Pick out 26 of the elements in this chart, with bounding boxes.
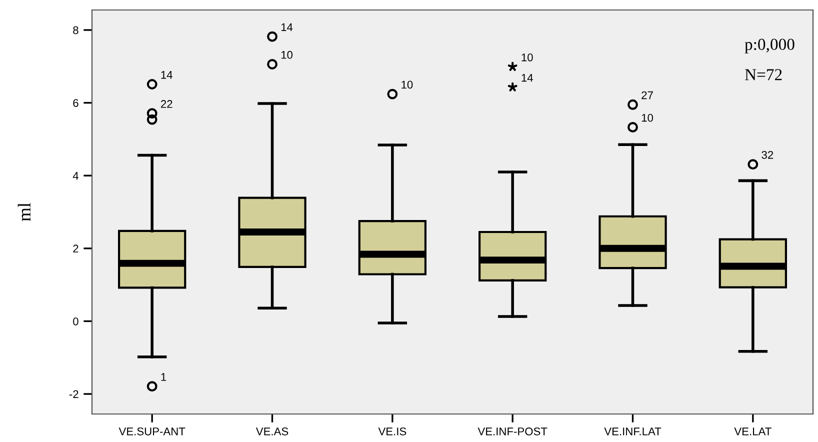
y-axis-title: ml <box>18 202 30 222</box>
annotation: 27 <box>642 91 653 100</box>
x-tick-label: VE.INF-POST <box>478 427 548 436</box>
annotation: 14 <box>161 71 172 79</box>
y-tick-label: 2 <box>73 244 78 252</box>
y-tick-label: 4 <box>72 172 78 180</box>
y-tick-label: 6 <box>73 99 78 107</box>
annotation: 1 <box>161 373 166 381</box>
x-tick-label: VE.AS <box>256 427 288 436</box>
x-tick-label: VE.SUP-ANT <box>118 427 186 436</box>
annotation: p:0,000 <box>744 38 794 54</box>
annotation: 10 <box>402 80 413 89</box>
annotation: 22 <box>160 100 172 108</box>
y-tick-label: 0 <box>73 317 78 326</box>
annotation: 10 <box>281 50 293 59</box>
x-tick-label: VE.INF.LAT <box>604 428 662 436</box>
y-tick-label: -2 <box>69 390 78 398</box>
x-tick-label: VE.IS <box>378 427 406 436</box>
annotation: 14 <box>281 23 293 32</box>
annotation: 10 <box>522 53 533 62</box>
x-tick-label: VE.LAT <box>734 428 772 436</box>
y-tick-label: 8 <box>73 26 78 34</box>
annotation: 14 <box>522 74 533 82</box>
annotation: 32 <box>762 151 774 159</box>
annotation: N=72 <box>744 69 782 80</box>
annotation: 10 <box>642 114 654 122</box>
